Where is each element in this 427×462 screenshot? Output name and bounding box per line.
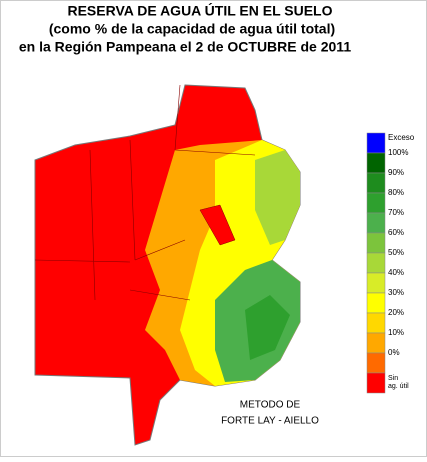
- legend-swatch: [366, 152, 386, 174]
- legend-label: Sin: [388, 375, 398, 382]
- title: RESERVA DE AGUA ÚTIL EN EL SUELO: [67, 2, 332, 19]
- legend-swatch: [366, 232, 386, 254]
- method-note: FORTE LAY - AIELLO: [221, 416, 319, 427]
- legend-label: 20%: [388, 308, 404, 317]
- legend-swatch: [366, 352, 386, 374]
- region-dry-patch: [199, 204, 236, 246]
- legend-swatch: [366, 172, 386, 194]
- legend-swatch: [366, 252, 386, 274]
- region-green-north: [255, 150, 300, 245]
- legend-label: 90%: [388, 168, 404, 177]
- legend-swatch: [366, 372, 386, 394]
- legend-label: 40%: [388, 268, 404, 277]
- legend-label: ag. útil: [388, 383, 409, 390]
- legend-label: 80%: [388, 188, 404, 197]
- legend-swatch: [366, 132, 386, 154]
- legend-label: 60%: [388, 228, 404, 237]
- title: en la Región Pampeana el 2 de OCTUBRE de…: [19, 39, 351, 55]
- legend-swatch: [366, 312, 386, 334]
- legend-label: 0%: [388, 348, 400, 357]
- legend: Exceso 100% 90% 80% 70% 60% 50% 40% 30% 20% 10% 0% S…: [366, 132, 415, 394]
- legend-swatch: [366, 272, 386, 294]
- borders: [34, 84, 256, 301]
- legend-label: 100%: [388, 148, 408, 157]
- legend-label: 70%: [388, 208, 404, 217]
- legend-swatch: [366, 292, 386, 314]
- legend-label: Exceso: [388, 133, 415, 142]
- method-note: METODO DE: [240, 400, 301, 411]
- map: [34, 84, 301, 446]
- legend-label: 10%: [388, 328, 404, 337]
- legend-swatch: [366, 212, 386, 234]
- legend-label: 50%: [388, 248, 404, 257]
- legend-label: 30%: [388, 288, 404, 297]
- legend-swatch: [366, 192, 386, 214]
- legend-swatch: [366, 332, 386, 354]
- title: (como % de la capacidad de agua útil tot…: [49, 21, 335, 37]
- region-green-core: [245, 295, 290, 360]
